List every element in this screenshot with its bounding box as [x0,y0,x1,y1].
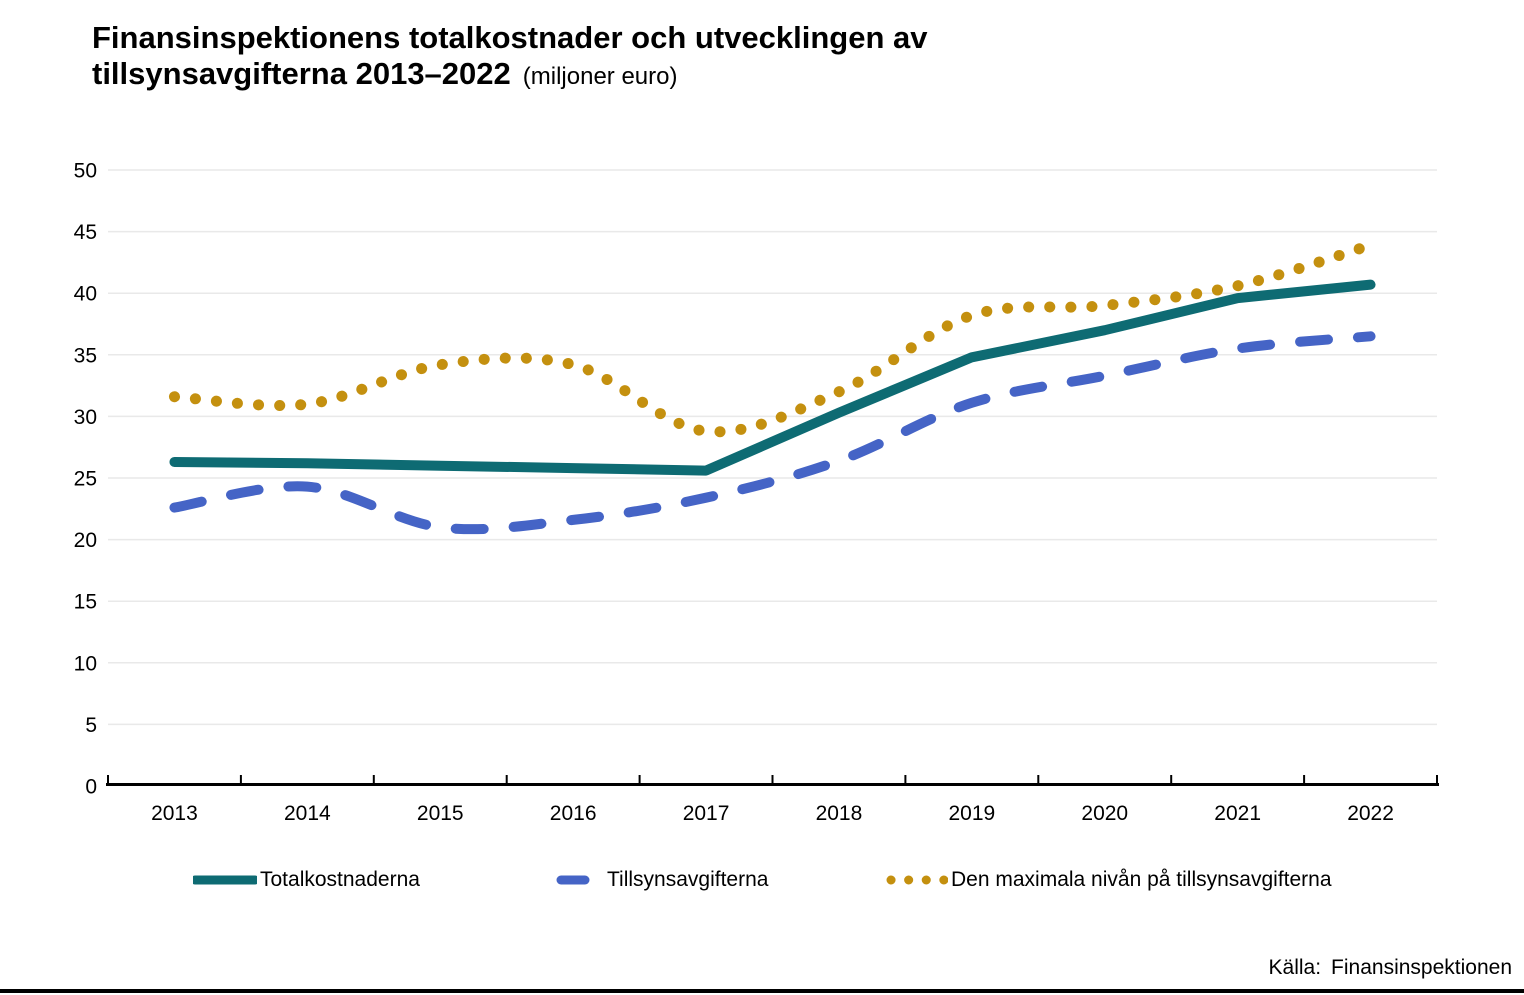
legend-swatch-dashed-line-icon [540,873,604,887]
x-tick-label: 2014 [284,802,331,825]
legend-item-maximala-nivan: Den maximala nivån på tillsynsavgifterna [884,866,1332,894]
bottom-border-rule [0,989,1524,993]
x-tick-label: 2018 [816,802,863,825]
y-tick-label: 15 [74,591,97,614]
y-tick-label: 50 [74,160,97,183]
y-tick-label: 10 [74,652,97,675]
y-tick-label: 0 [85,776,97,799]
x-tick-label: 2021 [1214,802,1261,825]
chart-unit-label: (miljoner euro) [522,63,678,90]
legend-swatch-dotted-line-icon [884,873,950,887]
x-tick-label: 2019 [948,802,995,825]
y-tick-label: 30 [74,406,97,429]
chart-title-line2-text: tillsynsavgifterna 2013–2022 [92,56,511,91]
legend-label-tillsynsavgifterna: Tillsynsavgifterna [607,868,769,891]
legend-swatch-solid-line-icon [190,873,260,887]
chart-title-line2: tillsynsavgifterna 2013–2022 (miljoner eu… [92,56,927,95]
y-tick-label: 45 [74,221,97,244]
source-label: Källa: [1268,956,1322,979]
x-tick-label: 2015 [417,802,464,825]
title-block: Finansinspektionens totalkostnader och u… [92,20,927,95]
y-tick-label: 35 [74,344,97,367]
chart-title-line1: Finansinspektionens totalkostnader och u… [92,20,928,55]
series-line-2 [169,331,1376,535]
legend-item-tillsynsavgifterna: Tillsynsavgifterna [540,866,768,894]
y-tick-label: 25 [74,468,97,491]
x-tick-label: 2022 [1347,802,1394,825]
legend-item-totalkostnaderna: Totalkostnaderna [190,866,420,894]
legend-label-maximala-nivan: Den maximala nivån på tillsynsavgifterna [951,868,1332,891]
y-tick-label: 20 [74,529,97,552]
source-value: Finansinspektionen [1331,956,1512,979]
x-tick-label: 2016 [550,802,597,825]
y-tick-label: 40 [74,283,97,306]
legend-label-totalkostnaderna: Totalkostnaderna [260,868,420,891]
x-tick-label: 2017 [683,802,730,825]
y-tick-label: 5 [85,714,97,737]
series-line-3 [168,239,1377,438]
series-line-1 [169,279,1376,476]
x-tick-label: 2020 [1081,802,1128,825]
x-tick-label: 2013 [151,802,198,825]
source-line: Källa: Finansinspektionen [1269,956,1512,980]
